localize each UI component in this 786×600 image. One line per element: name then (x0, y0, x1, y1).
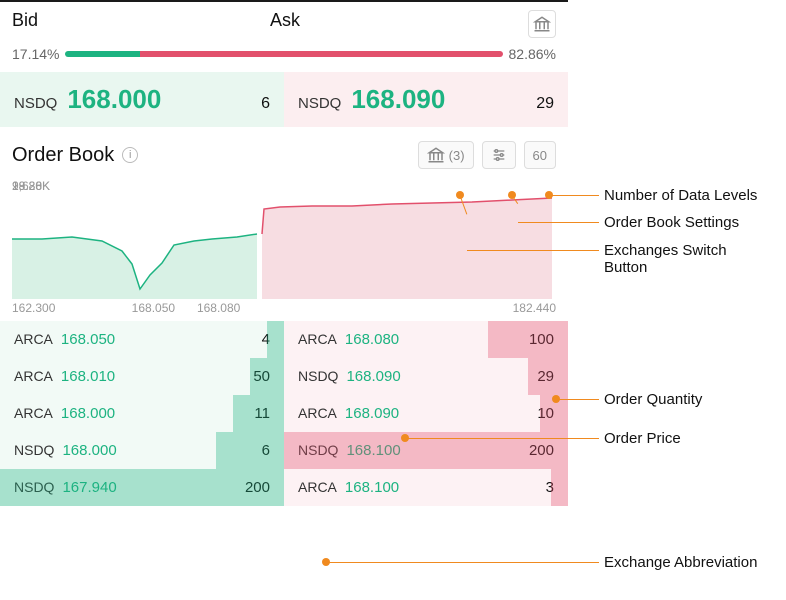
ratio-bar (65, 51, 502, 57)
exchanges-count: (3) (449, 148, 465, 163)
order-row: ARCA168.00011ARCA168.09010 (0, 395, 568, 432)
annotation-line (405, 438, 599, 439)
order-row: NSDQ167.940200ARCA168.1003 (0, 469, 568, 506)
ask-label: Ask (270, 10, 528, 38)
bid-price: 168.000 (61, 405, 115, 422)
order-book-panel: Bid Ask 17.14% 82.86% NSDQ 168.000 6 NSD… (0, 0, 568, 506)
ask-cell[interactable]: ARCA168.1003 (284, 469, 568, 506)
ask-cell[interactable]: ARCA168.080100 (284, 321, 568, 358)
xtick-midright: 168.080 (197, 301, 513, 315)
annotation-settings: Order Book Settings (604, 214, 739, 231)
ask-exchange: ARCA (298, 405, 337, 421)
data-levels-button[interactable]: 60 (524, 141, 556, 169)
chart-x-ticks: 162.300 168.050 168.080 182.440 (0, 299, 568, 321)
ask-price: 168.090 (345, 405, 399, 422)
order-row: ARCA168.01050NSDQ168.09029 (0, 358, 568, 395)
bid-exchange: ARCA (14, 405, 53, 421)
exchange-icon-button[interactable] (528, 10, 556, 38)
sliders-icon (491, 147, 507, 163)
annotation-levels: Number of Data Levels (604, 187, 757, 204)
bid-price: 168.000 (62, 442, 116, 459)
bid-exchange: NSDQ (14, 442, 54, 458)
ask-cell[interactable]: NSDQ168.09029 (284, 358, 568, 395)
bid-exchange: ARCA (14, 368, 53, 384)
annotation-line (518, 222, 599, 223)
top-bid: NSDQ 168.000 6 (0, 72, 284, 127)
top-ask-price: 168.090 (351, 84, 445, 115)
bid-cell[interactable]: NSDQ167.940200 (0, 469, 284, 506)
annotation-qty: Order Quantity (604, 391, 702, 408)
order-table: ARCA168.0504ARCA168.080100ARCA168.01050N… (0, 321, 568, 506)
levels-label: 60 (533, 148, 547, 163)
bid-depth-bar (250, 358, 284, 395)
bank-icon (427, 146, 445, 164)
ratio-bid-segment (65, 51, 140, 57)
bid-exchange: ARCA (14, 331, 53, 347)
bid-label: Bid (12, 10, 270, 38)
annotation-switch: Exchanges Switch Button (604, 242, 727, 276)
ask-price: 168.090 (346, 368, 400, 385)
bid-cell[interactable]: ARCA168.00011 (0, 395, 284, 432)
top-ask: NSDQ 168.090 29 (284, 72, 568, 127)
ask-exchange: ARCA (298, 479, 337, 495)
top-bid-price: 168.000 (67, 84, 161, 115)
annotation-exch: Exchange Abbreviation (604, 554, 757, 571)
xtick-left: 162.300 (12, 301, 132, 315)
top-ask-exchange: NSDQ (298, 95, 341, 112)
bid-depth-bar (233, 395, 284, 432)
depth-chart: 28.88K19.26K9,630 (12, 179, 556, 299)
ask-price: 168.080 (345, 331, 399, 348)
ask-depth-bar (528, 358, 568, 395)
bid-cell[interactable]: ARCA168.01050 (0, 358, 284, 395)
ratio-ask-segment (140, 51, 502, 57)
order-book-header: Order Book i (3) 60 (0, 127, 568, 179)
xtick-right: 182.440 (513, 301, 556, 315)
order-row: ARCA168.0504ARCA168.080100 (0, 321, 568, 358)
top-quote-row: NSDQ 168.000 6 NSDQ 168.090 29 (0, 72, 568, 127)
ask-exchange: ARCA (298, 331, 337, 347)
ask-price: 168.100 (345, 479, 399, 496)
annotation-line (326, 562, 599, 563)
bid-price: 168.010 (61, 368, 115, 385)
bid-ask-header: Bid Ask (0, 2, 568, 42)
bid-depth-bar (0, 469, 284, 506)
top-bid-qty: 6 (261, 95, 270, 113)
bid-depth-bar (267, 321, 284, 358)
bid-cell[interactable]: NSDQ168.0006 (0, 432, 284, 469)
ask-depth-bar (551, 469, 568, 506)
bid-cell[interactable]: ARCA168.0504 (0, 321, 284, 358)
ask-exchange: NSDQ (298, 368, 338, 384)
ask-depth-bar (488, 321, 568, 358)
xtick-midleft: 168.050 (132, 301, 197, 315)
top-bid-exchange: NSDQ (14, 95, 57, 112)
annotation-line (549, 195, 599, 196)
bid-depth-bar (216, 432, 284, 469)
depth-chart-svg (12, 179, 556, 299)
ask-cell[interactable]: ARCA168.09010 (284, 395, 568, 432)
order-book-title: Order Book (12, 144, 114, 167)
bank-icon (533, 15, 551, 33)
annotation-line (556, 399, 599, 400)
info-icon[interactable]: i (122, 147, 138, 163)
top-ask-qty: 29 (536, 95, 554, 113)
ask-percent: 82.86% (509, 46, 556, 62)
annotation-line (467, 250, 599, 251)
annotation-price: Order Price (604, 430, 681, 447)
exchanges-switch-button[interactable]: (3) (418, 141, 474, 169)
bid-ask-ratio: 17.14% 82.86% (0, 42, 568, 72)
bid-percent: 17.14% (12, 46, 59, 62)
order-book-settings-button[interactable] (482, 141, 516, 169)
bid-price: 168.050 (61, 331, 115, 348)
